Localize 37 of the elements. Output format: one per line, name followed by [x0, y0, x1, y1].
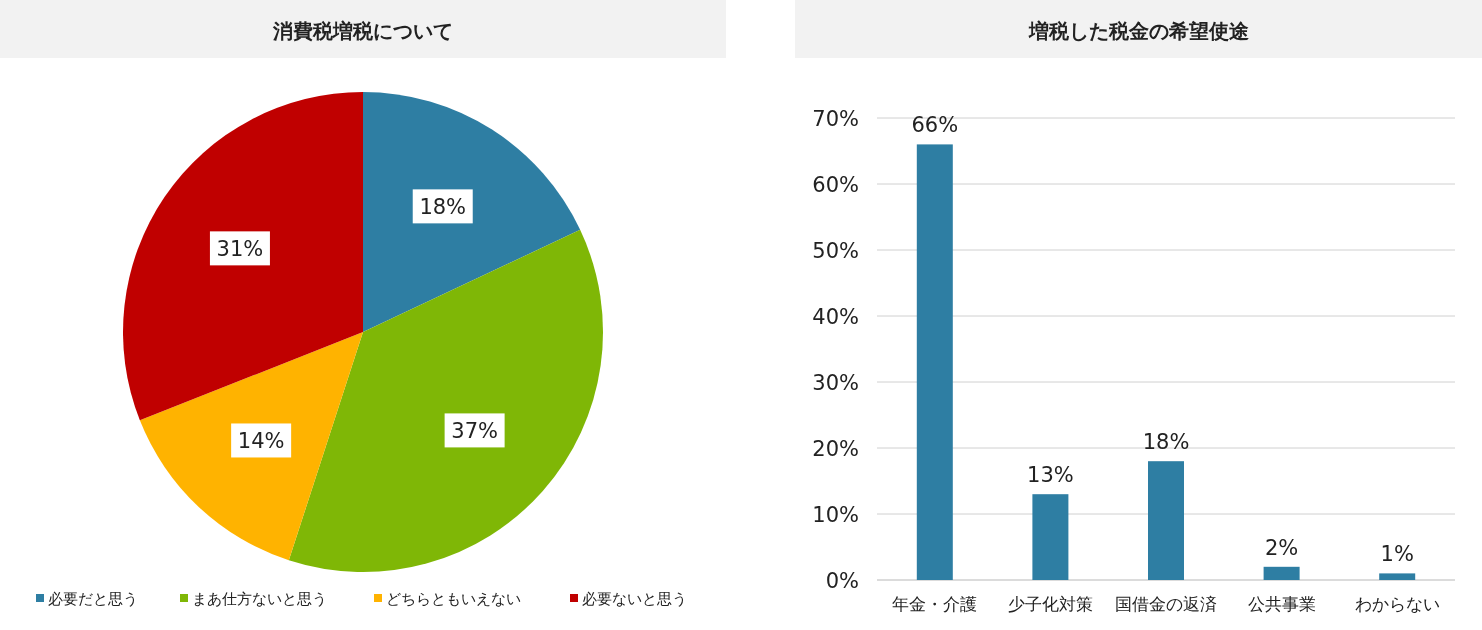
x-tick-label: 公共事業: [1247, 594, 1316, 614]
y-tick-label: 0%: [825, 569, 859, 593]
chart-title: 消費税増税について: [272, 19, 453, 43]
bar: [916, 144, 953, 580]
pie-slice: [363, 92, 581, 332]
y-tick-label: 70%: [812, 107, 859, 131]
x-tick-label: 年金・介護: [892, 594, 978, 614]
data-label: 1%: [1380, 542, 1414, 567]
data-label: 13%: [1027, 463, 1074, 488]
legend-label: まあ仕方ないと思う: [192, 590, 327, 608]
data-label: 37%: [451, 419, 498, 444]
legend-label: 必要ないと思う: [582, 590, 687, 608]
y-tick-label: 40%: [812, 305, 859, 329]
data-label: 31%: [216, 237, 264, 262]
y-tick-label: 60%: [812, 173, 859, 197]
x-tick-label: わからない: [1354, 594, 1440, 614]
y-tick-label: 20%: [812, 437, 859, 461]
bar: [1263, 566, 1300, 580]
data-label: 14%: [237, 429, 285, 454]
data-label: 18%: [419, 195, 467, 220]
bar: [1148, 461, 1184, 580]
bar: [1032, 494, 1069, 580]
y-tick-label: 50%: [812, 239, 859, 263]
y-tick-label: 10%: [812, 503, 859, 527]
bar: [1379, 573, 1416, 580]
data-label: 2%: [1264, 535, 1299, 560]
pie-slice: [123, 92, 363, 421]
legend-label: どちらともいえない: [386, 590, 521, 608]
chart-title: 増税した税金の希望使途: [1027, 19, 1249, 43]
legend-label: 必要だと思う: [48, 590, 138, 608]
pie-slice: [139, 332, 363, 561]
x-tick-label: 国借金の返済: [1115, 594, 1217, 614]
y-tick-label: 30%: [812, 371, 859, 395]
data-label: 18%: [1142, 430, 1190, 455]
x-tick-label: 少子化対策: [1007, 594, 1093, 614]
data-label: 66%: [911, 113, 959, 138]
pie-slice: [288, 229, 603, 572]
